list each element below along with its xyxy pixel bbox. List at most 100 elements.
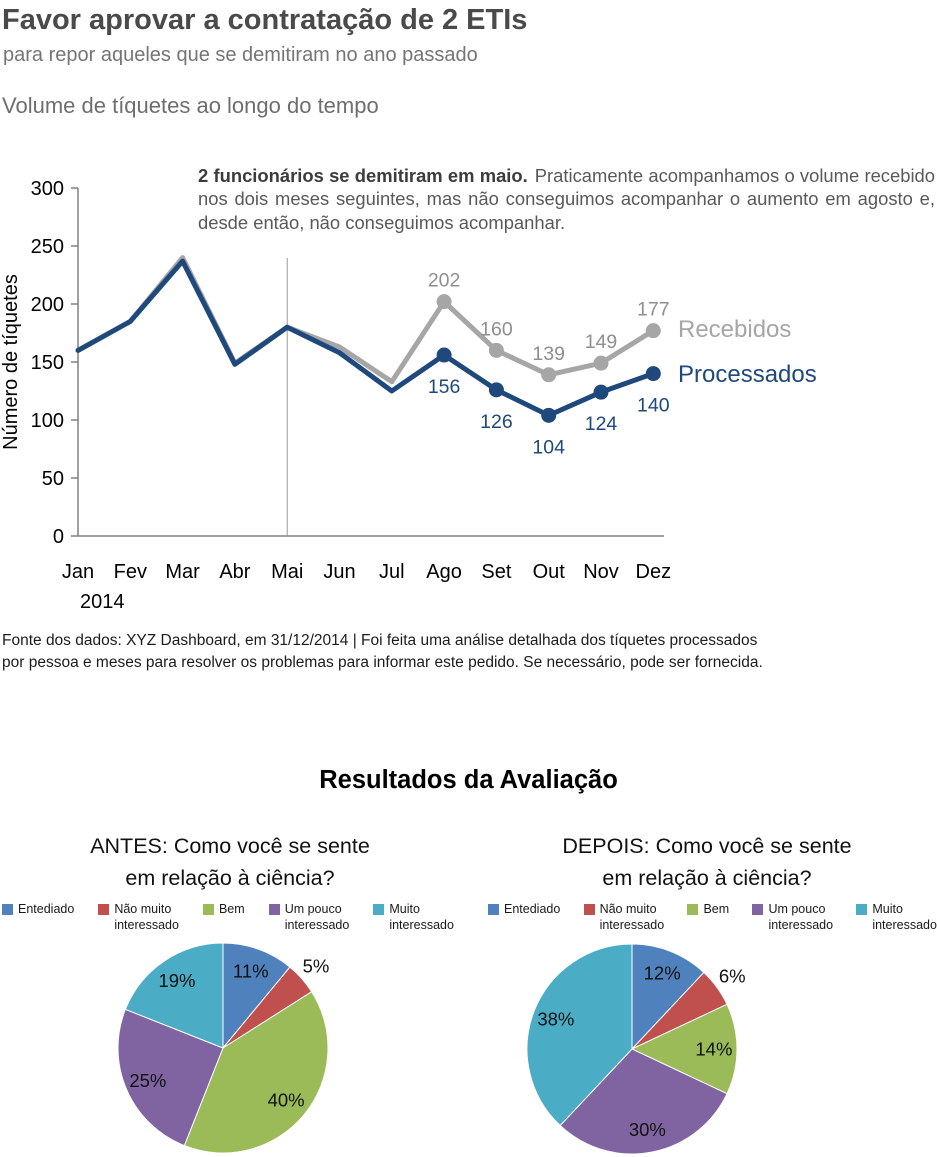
pie-before-slice-4	[124, 942, 224, 1049]
received-point-set	[488, 342, 504, 358]
pie-before-slice-0	[222, 942, 291, 1050]
legend-swatch	[2, 904, 13, 915]
after-pie-legend: Entediado Não muito interessado Bem Um pouc…	[488, 901, 937, 933]
x-tick-label: Jan	[62, 561, 94, 583]
legend-swatch	[856, 904, 868, 915]
legend-swatch	[488, 904, 499, 915]
y-tick-label: 200	[31, 294, 64, 316]
legend-swatch	[202, 904, 214, 915]
x-tick-label: Set	[481, 561, 511, 583]
processed-point-out	[541, 407, 557, 423]
line-chart-title: Volume de tíquetes ao longo do tempo	[2, 93, 379, 118]
processed-label-out: 104	[532, 436, 565, 458]
pie-before-slice-1	[222, 966, 313, 1049]
legend-item: Não muito interessado	[98, 901, 179, 933]
y-tick-label: 300	[31, 178, 64, 200]
processed-label-dez: 140	[637, 395, 670, 417]
x-tick-label: Abr	[219, 561, 250, 583]
pie-before-value-2: 40%	[268, 1090, 305, 1111]
pie-after-slice-0	[631, 943, 705, 1051]
y-tick-label: 50	[42, 468, 64, 490]
processed-label-nov: 124	[585, 413, 618, 435]
pie-before-slice-2	[183, 991, 329, 1154]
processed-point-set	[488, 382, 504, 398]
x-tick-label: Ago	[426, 561, 462, 583]
y-axis-title: Número de tíquetes	[0, 274, 22, 450]
received-point-ago	[436, 294, 452, 310]
pie-after-value-1: 6%	[719, 966, 746, 987]
annotation-body: Praticamente acompanhamos o volume receb…	[198, 165, 936, 233]
legend-label: Entediado	[504, 902, 561, 916]
x-tick-label: Mai	[271, 561, 303, 583]
pie-before-value-1: 5%	[303, 956, 330, 977]
x-tick-label: Dez	[636, 561, 672, 583]
pie-after-value-2: 14%	[695, 1039, 732, 1060]
x-tick-label: Fev	[114, 561, 147, 583]
pie-after-slice-3	[559, 1048, 728, 1155]
received-line	[75, 255, 656, 385]
legend-label: Um pouco interessado	[768, 902, 834, 932]
legend-item: Não muito interessado	[583, 901, 665, 933]
legend-item: Entediado	[488, 901, 560, 917]
processed-series-name: Processados	[678, 361, 817, 388]
x-tick-label: Mar	[165, 561, 200, 583]
received-label-out: 139	[532, 343, 565, 365]
legend-label: Muito interessado	[872, 902, 937, 932]
received-label-dez: 177	[637, 299, 670, 321]
received-series-name: Recebidos	[678, 316, 791, 343]
pie-before-value-3: 25%	[129, 1070, 166, 1091]
pie-after-slice-1	[631, 971, 728, 1050]
pie-after-slice-2	[630, 1003, 738, 1095]
pie-after-value-3: 30%	[629, 1119, 666, 1140]
evaluation-title: Resultados da Avaliação	[319, 766, 618, 794]
received-point-dez	[645, 323, 661, 339]
received-label-ago: 202	[428, 270, 461, 292]
x-tick-label: Out	[533, 561, 566, 583]
legend-item: Entediado	[2, 901, 74, 917]
source-note-line-1: Fonte dos dados: XYZ Dashboard, em 31/12…	[2, 632, 758, 649]
legend-item: Um pouco interessado	[268, 901, 350, 933]
legend-swatch	[687, 904, 699, 915]
page-subtitle: para repor aqueles que se demitiram no a…	[3, 44, 478, 66]
legend-label: Bem	[703, 902, 730, 916]
pie-after-value-0: 12%	[644, 962, 681, 983]
legend-label: Não muito interessado	[599, 902, 665, 932]
legend-swatch	[583, 904, 595, 915]
page-title: Favor aprovar a contratação de 2 ETIs	[2, 4, 528, 36]
x-tick-label: Nov	[583, 561, 619, 583]
legend-label: Não muito interessado	[114, 902, 179, 932]
processed-point-dez	[645, 366, 661, 382]
before-pie-legend: Entediado Não muito interessado Bem Um pouc…	[2, 901, 454, 933]
received-point-nov	[593, 355, 609, 371]
before-pie-title-line1: ANTES: Como você se sente	[90, 834, 370, 858]
received-label-nov: 149	[585, 331, 618, 353]
annotation-lead: 2 funcionários se demitiram em maio.	[198, 165, 528, 186]
y-tick-label: 100	[31, 410, 64, 432]
legend-item: Muito interessado	[373, 901, 454, 933]
processed-line	[75, 258, 656, 418]
processed-point-ago	[436, 347, 452, 363]
pie-before-value-0: 11%	[233, 960, 269, 981]
legend-item: Um pouco interessado	[752, 901, 833, 933]
pie-before-value-4: 19%	[158, 970, 195, 991]
y-tick-label: 0	[53, 526, 64, 548]
processed-label-set: 126	[480, 411, 513, 433]
legend-swatch	[752, 904, 764, 915]
legend-swatch	[268, 904, 280, 915]
pie-before-slice-3	[117, 1008, 224, 1147]
source-note: Fonte dos dados: XYZ Dashboard, em 31/12…	[2, 630, 763, 673]
x-axis-year-label: 2014	[80, 591, 125, 613]
after-pie-title-line1: DEPOIS: Como você se sente	[562, 834, 852, 858]
processed-point-nov	[593, 384, 609, 400]
pie-after-slice-4	[526, 943, 633, 1127]
processed-label-ago: 156	[428, 376, 461, 398]
legend-label: Um pouco interessado	[284, 902, 350, 932]
before-pie-title: ANTES: Como você se sente em relação à c…	[0, 830, 460, 894]
x-tick-label: Jun	[323, 561, 355, 583]
legend-item: Bem	[202, 901, 245, 917]
legend-label: Bem	[218, 902, 245, 916]
before-pie-title-line2: em relação à ciência?	[125, 866, 335, 890]
legend-label: Muito interessado	[389, 902, 454, 932]
legend-swatch	[98, 904, 110, 915]
